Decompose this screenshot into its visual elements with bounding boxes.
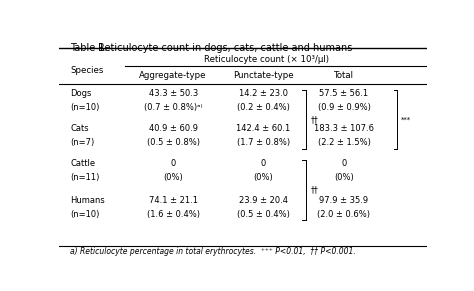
Text: ***: ***	[401, 116, 411, 123]
Text: 97.9 ± 35.9: 97.9 ± 35.9	[319, 196, 368, 205]
Text: Cats: Cats	[70, 124, 89, 133]
Text: (n=10): (n=10)	[70, 104, 100, 112]
Text: Reticulocyte count (× 10³/μl): Reticulocyte count (× 10³/μl)	[204, 55, 329, 64]
Text: Aggregate-type: Aggregate-type	[139, 71, 207, 80]
Text: 142.4 ± 60.1: 142.4 ± 60.1	[236, 124, 290, 133]
Text: Humans: Humans	[70, 196, 105, 205]
Text: 0: 0	[171, 159, 176, 168]
Text: (0.7 ± 0.8%)ᵃ⁾: (0.7 ± 0.8%)ᵃ⁾	[144, 104, 202, 112]
Text: 23.9 ± 20.4: 23.9 ± 20.4	[238, 196, 288, 205]
Text: (2.2 ± 1.5%): (2.2 ± 1.5%)	[318, 138, 370, 147]
Text: 74.1 ± 21.1: 74.1 ± 21.1	[149, 196, 198, 205]
Text: (n=10): (n=10)	[70, 210, 100, 219]
Text: 40.9 ± 60.9: 40.9 ± 60.9	[149, 124, 198, 133]
Text: (0.5 ± 0.8%): (0.5 ± 0.8%)	[146, 138, 200, 147]
Text: Cattle: Cattle	[70, 159, 95, 168]
Text: (0%): (0%)	[253, 173, 273, 182]
Text: (n=11): (n=11)	[70, 173, 100, 182]
Text: ††: ††	[311, 186, 319, 195]
Text: Punctate-type: Punctate-type	[233, 71, 293, 80]
Text: (0.2 ± 0.4%): (0.2 ± 0.4%)	[237, 104, 290, 112]
Text: (1.6 ± 0.4%): (1.6 ± 0.4%)	[146, 210, 200, 219]
Text: 57.5 ± 56.1: 57.5 ± 56.1	[319, 90, 368, 98]
Text: Total: Total	[334, 71, 354, 80]
Text: 43.3 ± 50.3: 43.3 ± 50.3	[148, 90, 198, 98]
Text: (2.0 ± 0.6%): (2.0 ± 0.6%)	[318, 210, 371, 219]
Text: (0%): (0%)	[334, 173, 354, 182]
Text: (0.9 ± 0.9%): (0.9 ± 0.9%)	[318, 104, 370, 112]
Text: 183.3 ± 107.6: 183.3 ± 107.6	[314, 124, 374, 133]
Text: Dogs: Dogs	[70, 90, 91, 98]
Text: 0: 0	[341, 159, 346, 168]
Text: (0.5 ± 0.4%): (0.5 ± 0.4%)	[237, 210, 290, 219]
Text: (1.7 ± 0.8%): (1.7 ± 0.8%)	[237, 138, 290, 147]
Text: Table 1.: Table 1.	[70, 43, 108, 53]
Text: 14.2 ± 23.0: 14.2 ± 23.0	[238, 90, 288, 98]
Text: Species: Species	[70, 66, 104, 75]
Text: 0: 0	[261, 159, 266, 168]
Text: (0%): (0%)	[163, 173, 183, 182]
Text: a) Reticulocyte percentage in total erythrocytes.  ⁺⁺⁺ P<0.01,  †† P<0.001.: a) Reticulocyte percentage in total eryt…	[70, 247, 356, 256]
Text: (n=7): (n=7)	[70, 138, 94, 147]
Text: Reticulocyte count in dogs, cats, cattle and humans: Reticulocyte count in dogs, cats, cattle…	[98, 43, 352, 53]
Text: ††: ††	[311, 115, 319, 124]
